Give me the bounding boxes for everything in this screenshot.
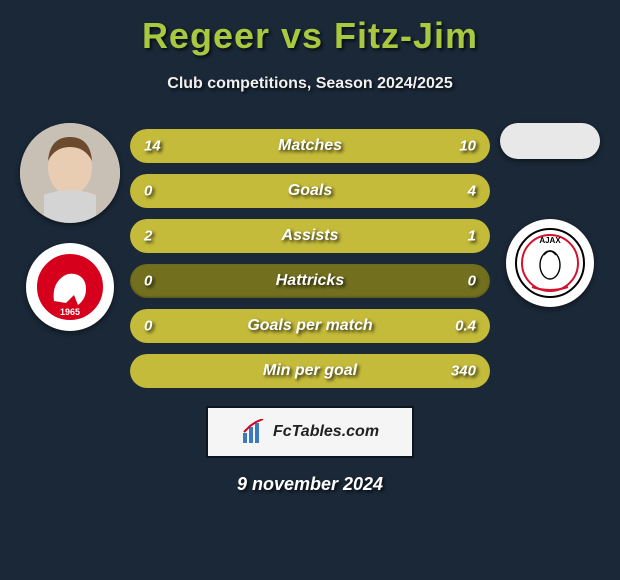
stat-bar: 14 10 Matches [130, 129, 490, 163]
stat-label: Assists [282, 227, 339, 245]
stat-label: Matches [278, 137, 342, 155]
stat-bars: 1410Matches04Goals21Assists00Hattricks00… [130, 123, 490, 388]
club-right-logo: AJAX [506, 219, 594, 307]
player-head-icon [20, 123, 120, 223]
right-side: AJAX [490, 123, 610, 307]
stat-bar: 0 0.4 Goals per match [130, 309, 490, 343]
svg-text:AJAX: AJAX [539, 236, 561, 245]
ajax-logo-icon: AJAX [514, 227, 586, 299]
stat-label: Goals [288, 182, 332, 200]
stat-value-left: 0 [144, 273, 152, 290]
subtitle: Club competitions, Season 2024/2025 [0, 75, 620, 93]
player-left-avatar [20, 123, 120, 223]
stat-value-left: 0 [144, 318, 152, 335]
stat-bar: 0 0 Hattricks [130, 264, 490, 298]
twente-logo-icon: 1965 [34, 251, 106, 323]
stat-label: Min per goal [263, 362, 357, 380]
fctables-logo-icon [241, 419, 267, 445]
club-left-logo: 1965 [26, 243, 114, 331]
stat-label: Goals per match [247, 317, 372, 335]
stat-value-right: 4 [468, 183, 476, 200]
stat-value-right: 340 [451, 363, 476, 380]
stat-value-right: 10 [459, 138, 476, 155]
stat-value-left: 14 [144, 138, 161, 155]
stat-value-right: 1 [468, 228, 476, 245]
main-row: 1965 14 10 Matches 0 4 Goals 2 1 Assists 0 0 Hattri… [0, 123, 620, 388]
branding-badge: FcTables.com [206, 406, 414, 458]
stat-label: Hattricks [276, 272, 344, 290]
stat-value-right: 0 [468, 273, 476, 290]
comparison-card: Regeer vs Fitz-Jim Club competitions, Se… [0, 0, 620, 505]
player-right-avatar-placeholder [500, 123, 600, 159]
left-side: 1965 [10, 123, 130, 331]
stat-value-left: 2 [144, 228, 152, 245]
stat-value-left: 0 [144, 183, 152, 200]
stat-bar: 0 4 Goals [130, 174, 490, 208]
page-title: Regeer vs Fitz-Jim [0, 15, 620, 57]
stat-bar: 2 1 Assists [130, 219, 490, 253]
stat-value-right: 0.4 [455, 318, 476, 335]
stat-bar: 340 Min per goal [130, 354, 490, 388]
branding-text: FcTables.com [273, 423, 379, 441]
date-text: 9 november 2024 [0, 474, 620, 495]
svg-text:1965: 1965 [60, 307, 80, 317]
